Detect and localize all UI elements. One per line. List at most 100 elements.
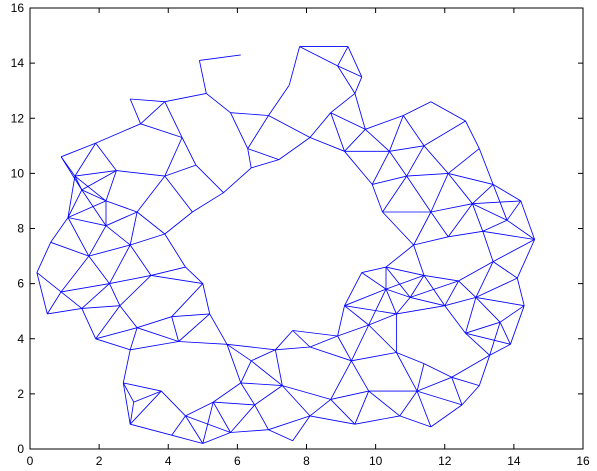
mesh-edge [337, 65, 362, 78]
mesh-edge [354, 415, 400, 425]
mesh-edge [368, 313, 397, 326]
mesh-edge [430, 203, 473, 213]
mesh-edge [240, 382, 283, 387]
mesh-edge [389, 115, 404, 152]
mesh-edge [60, 255, 90, 293]
mesh-edge [385, 244, 414, 268]
mesh-edge [344, 305, 397, 315]
mesh-edge [67, 217, 90, 257]
x-tick-label: 12 [438, 454, 452, 468]
mesh-edge [164, 175, 193, 213]
mesh-edges [36, 46, 536, 444]
mesh-edge [268, 115, 311, 138]
mesh-edge [389, 151, 408, 177]
mesh-edge [309, 346, 352, 362]
mesh-edge [416, 376, 452, 392]
mesh-edge [354, 76, 363, 94]
mesh-edge [213, 401, 255, 406]
mesh-edge [330, 399, 356, 425]
mesh-edge [351, 324, 370, 361]
mesh-edge [81, 305, 120, 309]
mesh-edge [330, 93, 356, 114]
mesh-edge [74, 142, 97, 177]
mesh-edge [492, 239, 535, 262]
mesh-edge [164, 101, 183, 138]
mesh-edge [406, 175, 432, 213]
mesh-edge [416, 390, 463, 406]
y-tick-label: 2 [17, 387, 24, 401]
mesh-edge [164, 92, 207, 103]
mesh-edge [499, 322, 511, 345]
mesh-edge [185, 266, 204, 284]
mesh-edge [413, 244, 425, 276]
mesh-edge [202, 432, 231, 444]
mesh-edge [516, 277, 525, 306]
mesh-edge [230, 404, 256, 433]
mesh-edge [472, 184, 494, 205]
mesh-edge [275, 330, 294, 351]
mesh-edge [447, 148, 480, 174]
mesh-edge [396, 305, 445, 315]
mesh-edge [105, 170, 117, 202]
mesh-edge [368, 390, 401, 417]
mesh-edge [129, 98, 141, 124]
mesh-edge [282, 385, 331, 400]
y-tick-label: 6 [17, 277, 24, 291]
mesh-edge [389, 145, 425, 152]
mesh-edge [299, 46, 338, 67]
mesh-edge [247, 148, 252, 168]
mesh-edge [430, 101, 466, 122]
mesh-edge [465, 297, 477, 334]
y-tick-label: 12 [11, 111, 25, 125]
x-tick-label: 16 [576, 454, 590, 468]
mesh-edge [212, 401, 231, 433]
mesh-edge [130, 341, 179, 351]
mesh-edge [192, 192, 224, 213]
y-tick-label: 4 [17, 332, 24, 346]
mesh-edge [447, 173, 473, 204]
mesh-edge [181, 137, 197, 166]
mesh-edge [361, 272, 387, 290]
mesh-edge [150, 274, 203, 285]
mesh-edge [371, 151, 390, 185]
mesh-edge [509, 305, 525, 345]
mesh-edge [416, 363, 425, 392]
mesh-edge [209, 313, 228, 345]
mesh-edge [292, 330, 338, 337]
mesh-edge [150, 266, 186, 276]
mesh-edge [202, 401, 214, 444]
mesh-edge [195, 164, 224, 194]
mesh-edge [130, 423, 172, 436]
mesh-edge [506, 200, 522, 221]
mesh-edge [105, 211, 138, 227]
mesh-edge [50, 217, 69, 243]
mesh-edge [385, 266, 425, 276]
mesh-edge [448, 172, 494, 185]
mesh-edge [47, 307, 82, 315]
mesh-edge [109, 283, 121, 306]
mesh-edge [240, 360, 252, 384]
mesh-edge [423, 275, 446, 306]
mesh-edge [489, 322, 501, 356]
mesh-edge [109, 274, 152, 285]
mesh-edge [254, 404, 269, 430]
mesh-edge [465, 321, 501, 334]
mesh-edge [475, 277, 518, 298]
mesh-edge [60, 291, 83, 309]
mesh-edge [351, 352, 397, 362]
mesh-edge [368, 288, 387, 326]
mesh-edge [344, 151, 373, 185]
x-tick-label: 10 [369, 454, 383, 468]
mesh-edge [337, 305, 345, 337]
mesh-edge [67, 217, 107, 227]
mesh-edge [423, 120, 466, 147]
mesh-edge [330, 360, 352, 400]
mesh-edge [406, 172, 449, 177]
mesh-edge [309, 112, 332, 138]
mesh-edge [423, 145, 449, 174]
mesh-edge [423, 274, 459, 282]
mesh-edge [133, 390, 162, 403]
mesh-edge [74, 170, 117, 177]
mesh-edge [396, 297, 411, 315]
